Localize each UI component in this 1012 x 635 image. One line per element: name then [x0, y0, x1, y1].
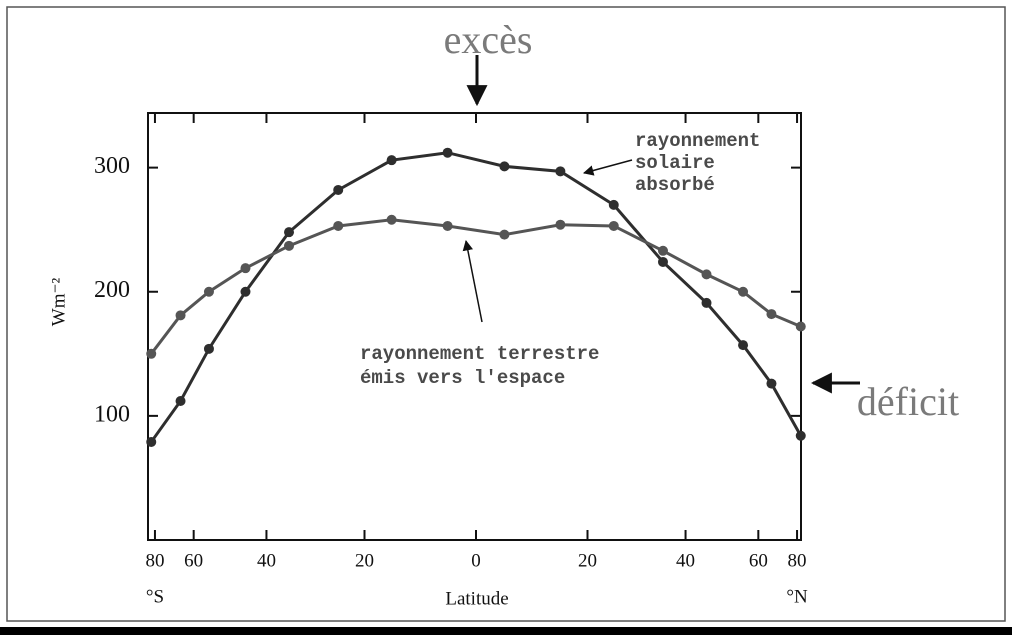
data-point	[608, 220, 619, 231]
data-point	[499, 229, 510, 240]
data-point	[657, 256, 668, 267]
data-point	[555, 219, 566, 230]
data-point	[657, 245, 668, 256]
data-point	[203, 343, 214, 354]
x-tick-label: 40	[257, 550, 276, 571]
data-point	[795, 430, 806, 441]
data-point	[701, 297, 712, 308]
data-point	[175, 395, 186, 406]
y-axis-label: Wm⁻²	[48, 277, 69, 326]
annotation: déficit	[857, 379, 959, 424]
annotation: absorbé	[635, 174, 715, 196]
x-tick-label: 40	[676, 550, 695, 571]
data-point	[738, 340, 749, 351]
data-point	[608, 199, 619, 210]
y-tick-label: 200	[94, 277, 130, 303]
x-axis-label: Latitude	[445, 588, 508, 609]
annotation: émis vers l'espace	[360, 367, 565, 389]
data-point	[203, 286, 214, 297]
hemisphere-label: °N	[786, 586, 808, 607]
data-point	[386, 155, 397, 166]
data-point	[499, 161, 510, 172]
x-tick-label: 80	[145, 550, 164, 571]
data-point	[284, 240, 295, 251]
data-point	[738, 286, 749, 297]
data-point	[333, 220, 344, 231]
y-tick-label: 300	[94, 153, 130, 179]
data-point	[701, 269, 712, 280]
x-tick-label: 20	[355, 550, 374, 571]
data-point	[766, 309, 777, 320]
data-point	[240, 286, 251, 297]
x-tick-label: 0	[471, 550, 481, 571]
data-point	[146, 348, 157, 359]
bottom-bar	[0, 627, 1012, 635]
annotation: rayonnement	[635, 130, 760, 152]
annotation: rayonnement terrestre	[360, 343, 599, 365]
data-point	[442, 147, 453, 158]
frame	[6, 6, 1006, 622]
data-point	[555, 166, 566, 177]
data-point	[386, 214, 397, 225]
x-tick-label: 20	[578, 550, 597, 571]
data-point	[795, 321, 806, 332]
data-point	[284, 227, 295, 238]
data-point	[175, 310, 186, 321]
y-tick-label: 100	[94, 401, 130, 427]
hemisphere-label: °S	[146, 586, 164, 607]
x-tick-label: 60	[749, 550, 768, 571]
annotation: excès	[444, 17, 533, 62]
series-line	[150, 151, 803, 443]
arrow	[462, 239, 483, 323]
x-tick-label: 60	[184, 550, 203, 571]
x-tick-label: 80	[788, 550, 807, 571]
data-point	[766, 378, 777, 389]
annotation: solaire	[635, 152, 715, 174]
data-point	[442, 220, 453, 231]
data-point	[146, 436, 157, 447]
arrow	[582, 159, 633, 176]
data-point	[240, 263, 251, 274]
data-point	[333, 184, 344, 195]
series-line	[150, 218, 802, 355]
